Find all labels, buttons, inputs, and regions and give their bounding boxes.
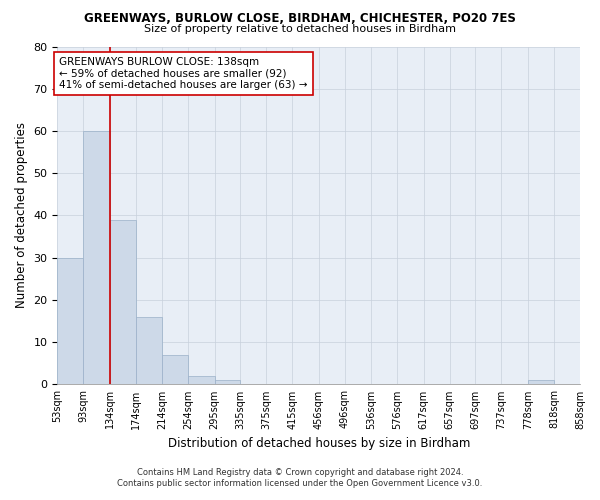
X-axis label: Distribution of detached houses by size in Birdham: Distribution of detached houses by size … — [167, 437, 470, 450]
Bar — [110, 220, 136, 384]
Bar — [136, 317, 162, 384]
Y-axis label: Number of detached properties: Number of detached properties — [15, 122, 28, 308]
Text: Contains HM Land Registry data © Crown copyright and database right 2024.
Contai: Contains HM Land Registry data © Crown c… — [118, 468, 482, 487]
Bar — [83, 131, 110, 384]
Bar — [162, 355, 188, 384]
Bar — [215, 380, 241, 384]
Bar — [528, 380, 554, 384]
Text: GREENWAYS BURLOW CLOSE: 138sqm
← 59% of detached houses are smaller (92)
41% of : GREENWAYS BURLOW CLOSE: 138sqm ← 59% of … — [59, 57, 308, 90]
Bar — [188, 376, 215, 384]
Bar — [58, 258, 83, 384]
Text: GREENWAYS, BURLOW CLOSE, BIRDHAM, CHICHESTER, PO20 7ES: GREENWAYS, BURLOW CLOSE, BIRDHAM, CHICHE… — [84, 12, 516, 26]
Text: Size of property relative to detached houses in Birdham: Size of property relative to detached ho… — [144, 24, 456, 34]
